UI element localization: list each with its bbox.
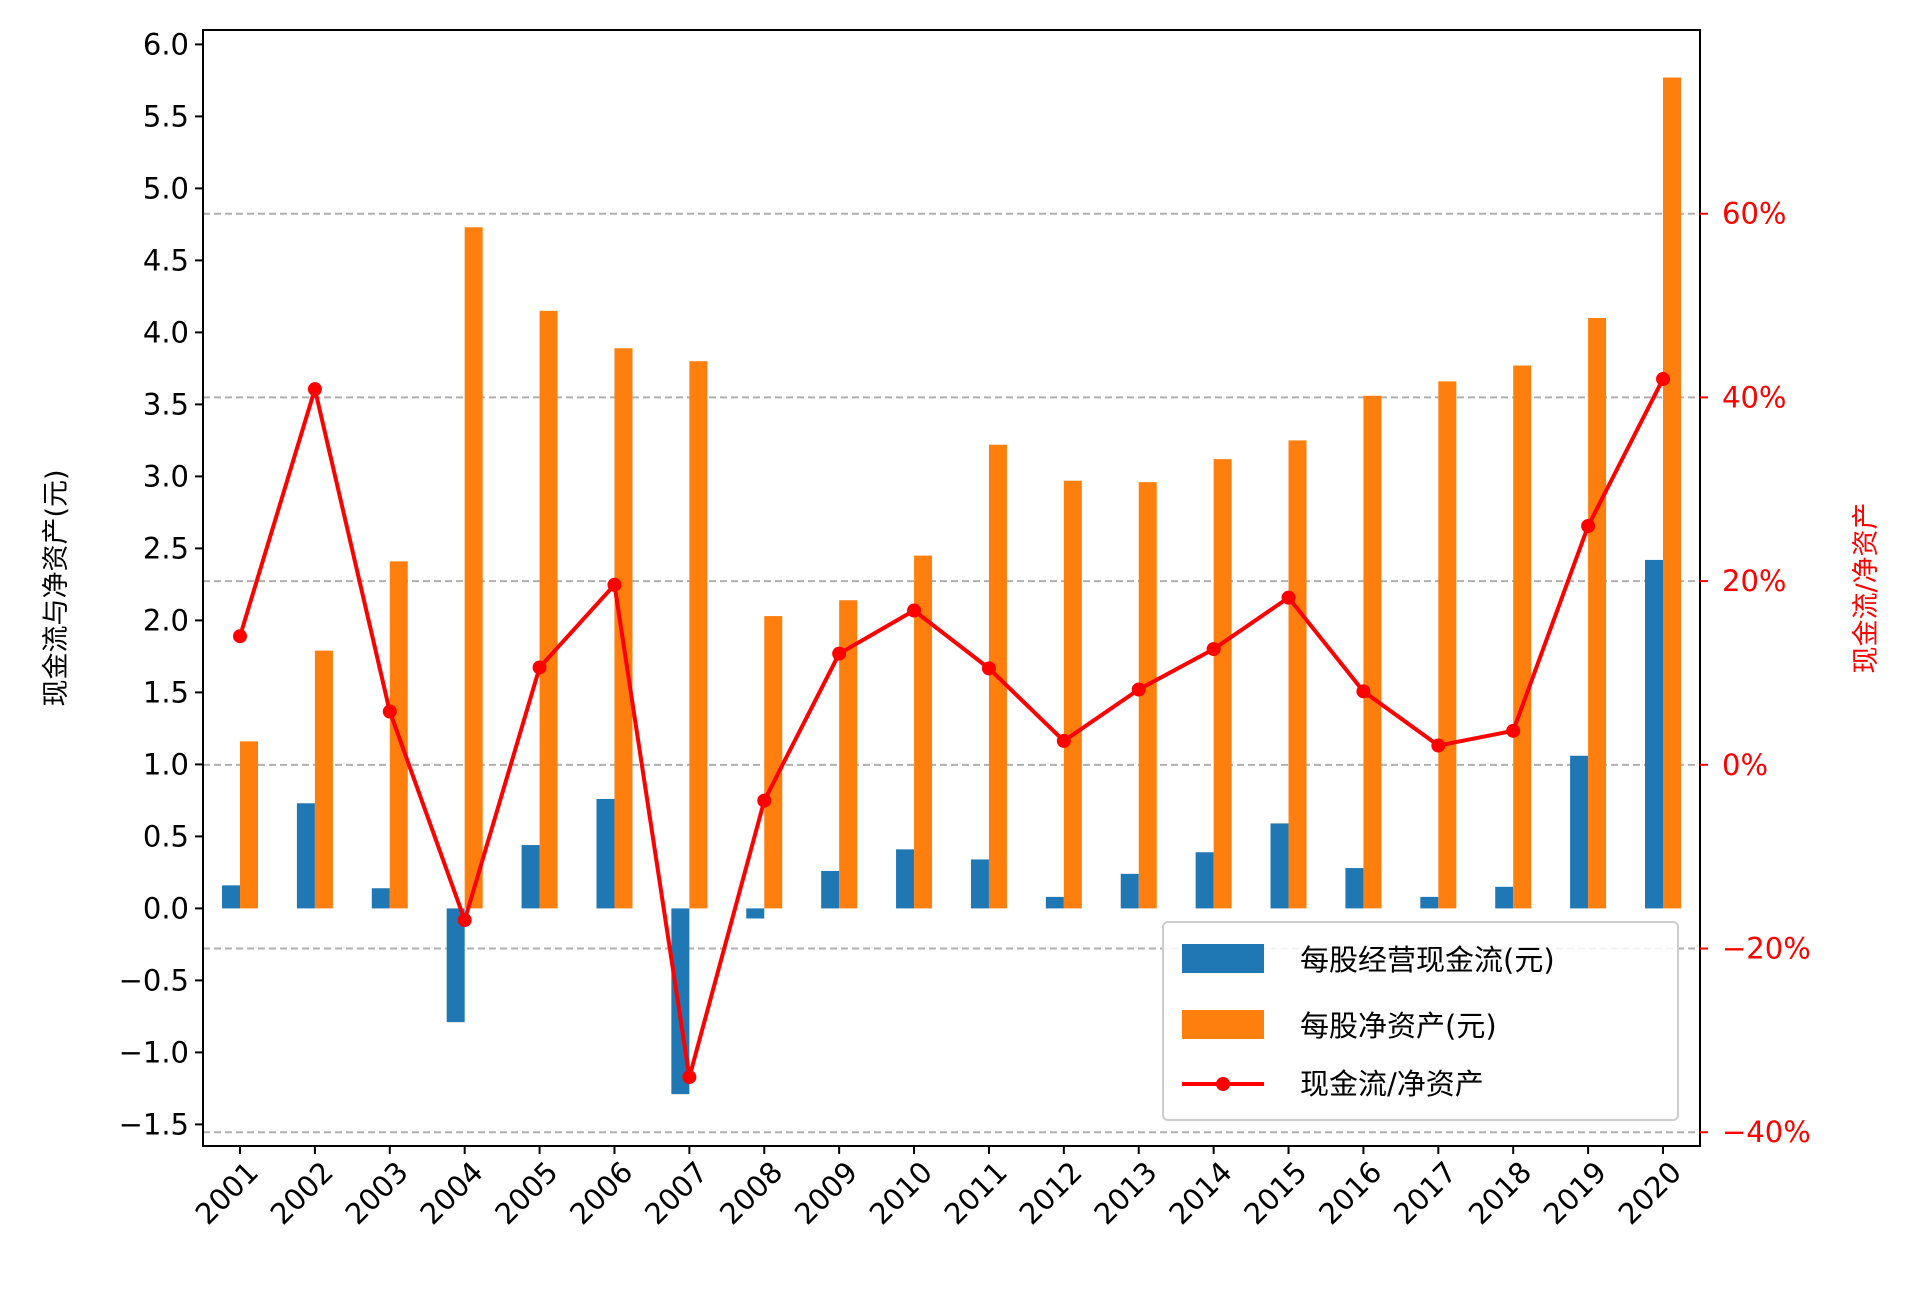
left-tick-label: 3.0 bbox=[143, 459, 189, 493]
bar-net-assets-2016 bbox=[1363, 395, 1382, 909]
bar-net-assets-2013 bbox=[1138, 482, 1157, 909]
bar-operating-cashflow-2009 bbox=[821, 870, 840, 909]
legend-label-net-assets: 每股净资产(元) bbox=[1300, 1009, 1497, 1043]
bar-operating-cashflow-2005 bbox=[521, 845, 540, 909]
bar-net-assets-2019 bbox=[1588, 318, 1607, 909]
bar-operating-cashflow-2017 bbox=[1420, 896, 1439, 909]
bar-operating-cashflow-2019 bbox=[1570, 755, 1589, 909]
bar-net-assets-2009 bbox=[839, 600, 858, 909]
ratio-point-2017 bbox=[1431, 738, 1446, 753]
left-tick-label: −0.5 bbox=[119, 963, 189, 997]
bar-net-assets-2010 bbox=[914, 555, 933, 909]
bar-operating-cashflow-2015 bbox=[1270, 823, 1289, 909]
left-tick-label: 0.0 bbox=[143, 891, 189, 925]
bar-operating-cashflow-2003 bbox=[371, 888, 390, 909]
ratio-line bbox=[233, 372, 1670, 1085]
bar-net-assets-2008 bbox=[764, 616, 783, 909]
bar-operating-cashflow-2002 bbox=[296, 803, 315, 909]
bar-operating-cashflow-2020 bbox=[1645, 559, 1663, 909]
bar-net-assets-2001 bbox=[240, 741, 258, 909]
bar-operating-cashflow-2010 bbox=[896, 849, 915, 909]
right-tick-label: −20% bbox=[1722, 932, 1811, 966]
bar-operating-cashflow-2016 bbox=[1345, 868, 1364, 909]
legend: 每股经营现金流(元) 每股净资产(元) 现金流/净资产 bbox=[1162, 921, 1679, 1121]
ratio-point-2016 bbox=[1356, 684, 1371, 699]
left-tick-label: 2.5 bbox=[143, 531, 189, 565]
legend-swatch-net-assets bbox=[1182, 1010, 1264, 1039]
bar-net-assets-2004 bbox=[464, 227, 483, 909]
bar-operating-cashflow-2018 bbox=[1495, 886, 1514, 909]
ratio-point-2007 bbox=[682, 1070, 697, 1085]
bar-operating-cashflow-2008 bbox=[746, 908, 765, 919]
right-tick-label: 40% bbox=[1722, 380, 1786, 414]
bar-net-assets-2014 bbox=[1213, 459, 1232, 909]
left-tick-label: 4.0 bbox=[143, 315, 189, 349]
ratio-point-2001 bbox=[233, 629, 247, 644]
right-axis: −40% −20% 0% 20% 40% 60% bbox=[1700, 197, 1811, 1149]
ratio-point-2002 bbox=[307, 382, 322, 397]
left-tick-label: 0.5 bbox=[143, 819, 189, 853]
ratio-point-2008 bbox=[757, 793, 772, 808]
bar-operating-cashflow-2013 bbox=[1120, 873, 1139, 909]
bars bbox=[222, 77, 1681, 1095]
ratio-line-path bbox=[238, 378, 1665, 1080]
bar-operating-cashflow-2011 bbox=[970, 859, 989, 909]
ratio-point-2015 bbox=[1281, 590, 1296, 605]
ratio-point-2013 bbox=[1131, 682, 1146, 697]
ratio-point-2020 bbox=[1656, 372, 1670, 387]
left-tick-label: −1.5 bbox=[119, 1107, 189, 1141]
left-axis: −1.5 −1.0 −0.5 0.0 0.5 1.0 1.5 2.0 2.5 3.0 3.5 4.0 4… bbox=[119, 27, 203, 1141]
ratio-point-2011 bbox=[981, 661, 996, 676]
bar-operating-cashflow-2006 bbox=[596, 798, 615, 909]
left-axis-label: 现金流与净资产(元) bbox=[41, 469, 72, 706]
bar-net-assets-2018 bbox=[1513, 365, 1532, 909]
left-tick-label: 3.5 bbox=[143, 387, 189, 421]
left-tick-label: 5.0 bbox=[143, 171, 189, 205]
ratio-point-2010 bbox=[907, 603, 922, 618]
legend-label-operating-cashflow: 每股经营现金流(元) bbox=[1300, 943, 1555, 977]
left-tick-label: 1.5 bbox=[143, 675, 189, 709]
bar-operating-cashflow-2001 bbox=[222, 885, 240, 909]
bar-net-assets-2005 bbox=[539, 310, 558, 909]
bar-net-assets-2006 bbox=[614, 348, 633, 909]
right-tick-label: 60% bbox=[1722, 197, 1786, 231]
ratio-point-2003 bbox=[382, 704, 397, 719]
legend-box bbox=[1162, 921, 1679, 1121]
right-tick-label: 20% bbox=[1722, 564, 1786, 598]
ratio-point-2009 bbox=[832, 646, 847, 661]
legend-swatch-ratio-marker bbox=[1216, 1077, 1230, 1091]
right-tick-label: 0% bbox=[1722, 748, 1768, 782]
bar-net-assets-2017 bbox=[1438, 381, 1457, 909]
bar-net-assets-2012 bbox=[1063, 480, 1082, 909]
bar-net-assets-2002 bbox=[314, 650, 333, 909]
left-tick-label: 6.0 bbox=[143, 27, 189, 61]
bar-operating-cashflow-2014 bbox=[1195, 852, 1214, 909]
ratio-point-2005 bbox=[532, 660, 547, 675]
ratio-point-2018 bbox=[1506, 723, 1521, 738]
left-tick-label: 4.5 bbox=[143, 243, 189, 277]
plot-frame bbox=[202, 29, 1701, 1147]
left-tick-label: 5.5 bbox=[143, 99, 189, 133]
ratio-point-2012 bbox=[1056, 733, 1071, 748]
ratio-point-2014 bbox=[1206, 642, 1221, 657]
bar-net-assets-2015 bbox=[1288, 440, 1307, 909]
bar-net-assets-2007 bbox=[689, 361, 708, 909]
left-tick-label: 2.0 bbox=[143, 603, 189, 637]
left-tick-label: 1.0 bbox=[143, 747, 189, 781]
ratio-point-2019 bbox=[1581, 519, 1596, 533]
right-tick-label: −40% bbox=[1722, 1115, 1811, 1149]
legend-swatch-operating-cashflow bbox=[1182, 944, 1264, 973]
ratio-point-2004 bbox=[457, 913, 472, 928]
left-tick-label: −1.0 bbox=[119, 1035, 189, 1069]
right-axis-label: 现金流/净资产 bbox=[1851, 502, 1882, 673]
bar-operating-cashflow-2004 bbox=[446, 908, 465, 1023]
legend-label-ratio: 现金流/净资产 bbox=[1300, 1067, 1484, 1101]
bar-operating-cashflow-2012 bbox=[1045, 896, 1064, 909]
ratio-point-2006 bbox=[607, 577, 622, 592]
bar-net-assets-2020 bbox=[1663, 77, 1681, 909]
